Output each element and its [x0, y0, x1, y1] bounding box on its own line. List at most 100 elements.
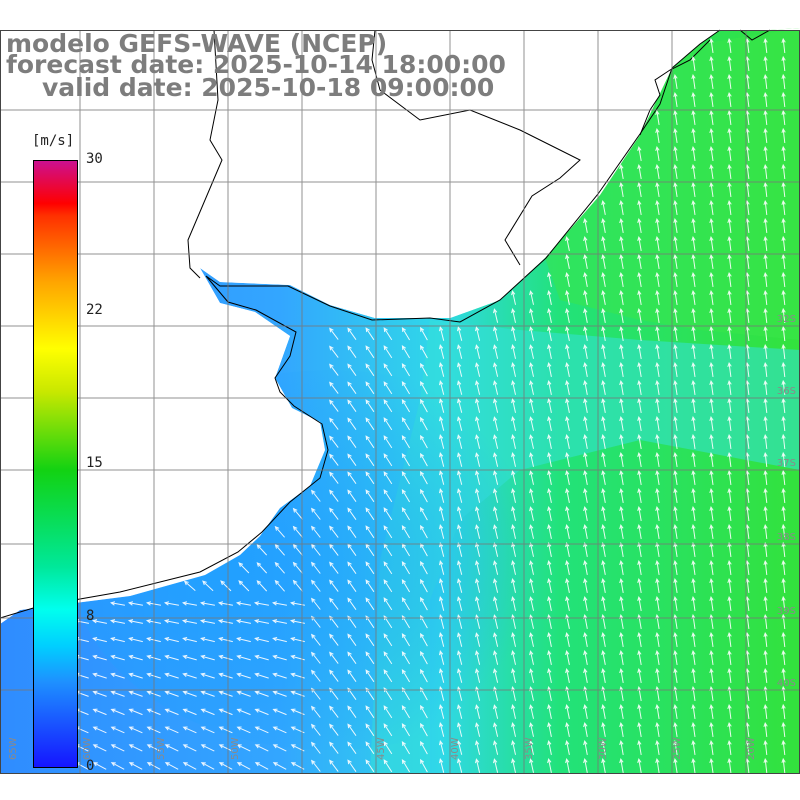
wind-arrow [673, 397, 678, 413]
land-north [0, 30, 720, 624]
wind-arrow [529, 668, 534, 683]
wind-arrow [292, 507, 303, 520]
wind-arrow [493, 524, 499, 539]
wind-arrow [365, 363, 375, 377]
wind-arrow [547, 505, 552, 521]
wind-arrow [493, 488, 499, 503]
wind-arrow [493, 470, 499, 485]
wind-arrow [511, 380, 516, 395]
wind-arrow [763, 217, 768, 233]
wind-arrow [439, 488, 445, 503]
wind-arrow [763, 163, 768, 179]
wind-arrow [511, 542, 516, 557]
wind-arrow [691, 631, 696, 647]
wind-arrow [727, 487, 732, 503]
wind-arrow [475, 758, 481, 773]
wind-arrow [511, 362, 516, 377]
wind-arrow [583, 739, 588, 755]
wind-arrow [200, 708, 215, 716]
wind-arrow [128, 672, 143, 679]
wind-arrow [92, 762, 107, 770]
wind-arrow [475, 722, 481, 737]
wind-arrow [164, 654, 179, 661]
wind-arrow [347, 507, 357, 520]
wind-arrow [365, 417, 375, 431]
wind-arrow [727, 451, 732, 467]
wind-arrow [637, 397, 642, 413]
wind-arrow [401, 452, 411, 467]
wind-arrow [547, 541, 552, 557]
wind-arrow [365, 669, 375, 683]
wind-arrow [493, 596, 499, 611]
wind-arrow [691, 217, 696, 233]
wind-arrow [637, 253, 642, 269]
wind-arrow [691, 523, 696, 539]
lon-label: 50W [230, 737, 241, 760]
wind-arrow [529, 758, 534, 773]
wind-arrow [673, 505, 678, 521]
wind-arrow [781, 415, 786, 432]
wind-arrow [601, 307, 606, 323]
wind-arrow [637, 415, 642, 431]
wind-arrow [235, 619, 251, 624]
wind-arrow [457, 488, 463, 503]
wind-arrow [655, 649, 660, 665]
wind-arrow [217, 601, 233, 606]
wind-arrow [709, 487, 714, 503]
wind-arrow [383, 453, 393, 467]
wind-arrow [547, 379, 552, 395]
wind-arrow [583, 271, 588, 287]
wind-arrow [727, 721, 732, 737]
wind-arrow [583, 379, 588, 395]
wind-arrow [727, 559, 732, 575]
wind-arrow [673, 343, 678, 359]
wind-arrow [709, 37, 714, 53]
lat-label: 39S [777, 606, 796, 617]
wind-arrow [401, 632, 411, 647]
wind-arrow [727, 631, 732, 647]
wind-arrow [182, 744, 197, 752]
wind-arrow [565, 397, 570, 413]
wind-arrow [420, 470, 428, 485]
wind-arrow [529, 362, 534, 377]
wind-arrow [365, 399, 375, 413]
wind-arrow [439, 722, 445, 737]
wind-arrow [709, 109, 714, 125]
wind-arrow [493, 308, 499, 323]
wind-arrow [709, 433, 714, 449]
wind-arrow [164, 708, 179, 716]
wind-arrow [420, 326, 428, 341]
wind-arrow [511, 488, 516, 503]
colorbar-tick-label: 15 [86, 455, 103, 471]
wind-arrow [493, 398, 499, 413]
wind-arrow [439, 668, 445, 683]
wind-arrow [383, 399, 393, 413]
wind-arrow [709, 199, 714, 215]
wind-arrow [781, 163, 786, 180]
wind-arrow [547, 433, 552, 449]
wind-arrow [290, 637, 305, 643]
wind-arrow [420, 344, 428, 359]
wind-arrow [727, 163, 732, 179]
wind-arrow [92, 708, 107, 716]
wind-arrow [347, 723, 357, 736]
title-model: modelo GEFS-WAVE (NCEP) [6, 29, 388, 58]
wind-arrow [601, 361, 606, 377]
wind-arrow [182, 654, 197, 661]
wind-arrow [200, 762, 215, 770]
wind-arrow [238, 562, 250, 574]
wind-arrow [401, 344, 411, 359]
wind-arrow [182, 690, 197, 697]
wind-arrow [781, 541, 786, 558]
wind-arrow [347, 705, 357, 718]
wind-arrow [401, 506, 411, 521]
wind-arrow [655, 379, 660, 395]
wind-arrow [347, 345, 357, 358]
wind-arrow [164, 690, 179, 697]
wind-arrow [601, 433, 606, 449]
wind-arrow [781, 469, 786, 486]
wind-arrow [655, 325, 660, 341]
wind-arrow [311, 507, 321, 520]
wind-arrow [365, 741, 375, 755]
wind-arrow [781, 73, 786, 90]
